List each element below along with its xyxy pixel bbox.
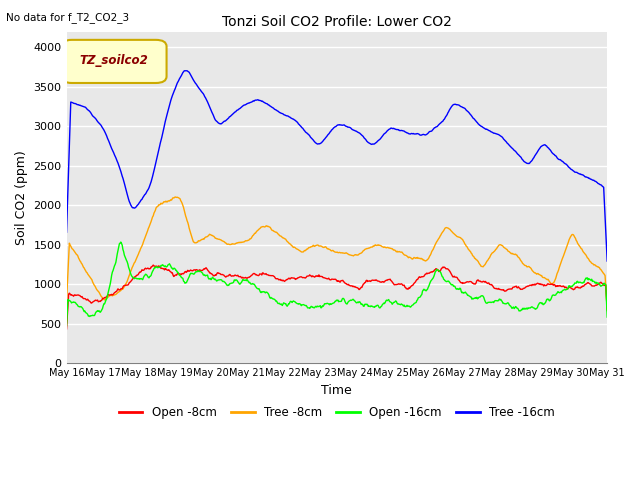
Y-axis label: Soil CO2 (ppm): Soil CO2 (ppm) — [15, 150, 28, 245]
X-axis label: Time: Time — [321, 384, 352, 397]
Text: No data for f_T2_CO2_3: No data for f_T2_CO2_3 — [6, 12, 129, 23]
Legend: Open -8cm, Tree -8cm, Open -16cm, Tree -16cm: Open -8cm, Tree -8cm, Open -16cm, Tree -… — [114, 401, 559, 424]
Text: TZ_soilco2: TZ_soilco2 — [80, 54, 148, 67]
FancyBboxPatch shape — [61, 40, 166, 83]
Title: Tonzi Soil CO2 Profile: Lower CO2: Tonzi Soil CO2 Profile: Lower CO2 — [222, 15, 452, 29]
